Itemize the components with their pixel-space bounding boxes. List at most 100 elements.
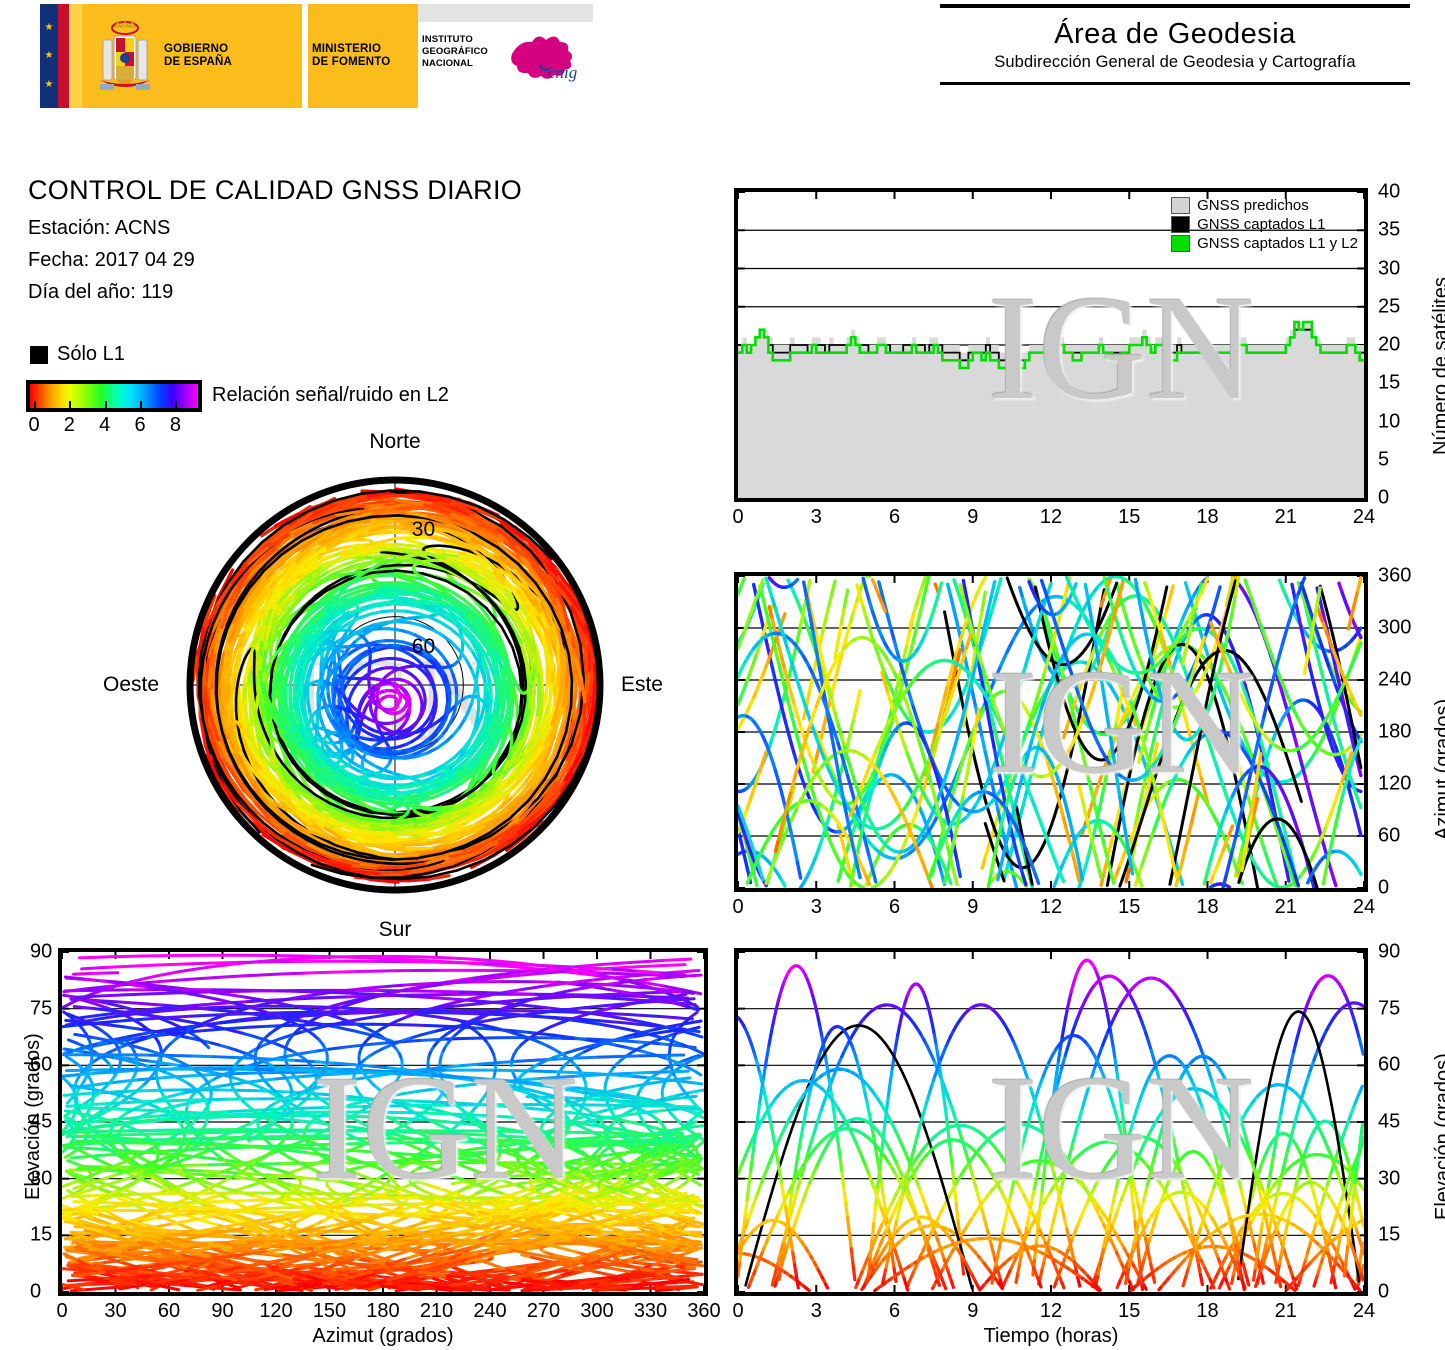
- axis-tick-label-x: 210: [419, 1300, 454, 1322]
- colorbar-gradient: [30, 384, 198, 408]
- ministerio-label-line2: DE FOMENTO: [312, 56, 391, 68]
- skyplot-label-south: Sur: [378, 918, 412, 941]
- colorbar-tick-label: 8: [169, 414, 182, 436]
- colorbar-ticks: [30, 401, 198, 408]
- page-subtitle: Subdirección General de Geodesia y Carto…: [994, 53, 1356, 71]
- axis-tick-label-y: 15: [1378, 371, 1401, 394]
- gobierno-de-espana-logo: GOBIERNO DE ESPAÑA: [82, 4, 302, 108]
- axis-tick-label-x: 21: [1274, 506, 1297, 528]
- date-line: Fecha: 2017 04 29: [28, 249, 195, 271]
- axis-tick-label-y: 45: [30, 1110, 53, 1133]
- elevation-time-x-title: Tiempo (horas): [983, 1325, 1119, 1347]
- colorbar-tick: [140, 401, 143, 408]
- axis-tick-label-x: 18: [1196, 1300, 1219, 1322]
- axis-tick-label-y: 75: [30, 997, 53, 1020]
- axis-tick-label-y: 0: [1378, 1280, 1390, 1303]
- skyplot: Norte Sur Este Oeste 30 60 IGN: [103, 430, 663, 941]
- axis-tick-label-y: 10: [1378, 410, 1401, 432]
- colorbar-tick-label: 4: [99, 414, 111, 436]
- report-heading: CONTROL DE CALIDAD GNSS DIARIO: [28, 175, 523, 205]
- axis-tick-label-y: 30: [1378, 257, 1401, 279]
- legend-row-predicted: GNSS predichos: [1171, 196, 1358, 215]
- flag-yellow-stripe: [69, 4, 82, 108]
- axis-tick-label-x: 60: [157, 1300, 181, 1322]
- ministerio-de-fomento-logo: MINISTERIO DE FOMENTO: [308, 4, 418, 108]
- flag-red-stripe: [58, 4, 69, 108]
- axis-tick-label-y: 25: [1378, 295, 1401, 318]
- elevation-time-y-title: Elevación (grados): [1432, 1053, 1445, 1220]
- colorbar-tick: [34, 401, 36, 408]
- axis-tick-label-y: 60: [30, 1053, 53, 1076]
- azimuth-time-plot: IGN: [734, 572, 1368, 892]
- axis-tick-label-x: 0: [732, 896, 744, 918]
- skyplot-label-east: Este: [620, 673, 663, 696]
- axis-tick-label-x: 6: [888, 1300, 901, 1322]
- axis-tick-label-x: 15: [1118, 1300, 1141, 1322]
- satellite-count-plot: IGN GNSS predichos GNSS captados L1 GNSS…: [734, 188, 1368, 502]
- axis-tick-label-y: 90: [1378, 940, 1401, 963]
- skyplot-ring-label-30: 30: [411, 518, 436, 541]
- axis-tick-label-y: 60: [1378, 824, 1401, 847]
- axis-tick-label-y: 20: [1378, 333, 1401, 356]
- axis-tick-label-x: 360: [687, 1300, 721, 1322]
- axis-tick-label-x: 0: [732, 1300, 744, 1322]
- axis-tick-label-y: 15: [30, 1223, 53, 1246]
- colorbar-tick: [69, 401, 72, 408]
- page-title: Área de Geodesia: [1054, 18, 1296, 50]
- colorbar-tick-label: 6: [134, 414, 146, 436]
- legend-swatch-predicted: [1171, 197, 1191, 214]
- axis-tick-label-x: 9: [967, 896, 979, 918]
- axis-tick-label-y: 60: [1378, 1053, 1401, 1076]
- axis-tick-label-y: 30: [1378, 1167, 1401, 1190]
- legend-label-predicted: GNSS predichos: [1197, 197, 1309, 214]
- gobierno-label-line1: GOBIERNO: [164, 42, 229, 55]
- axis-tick-label-y: 5: [1378, 448, 1390, 471]
- colorbar-tick-labels: 0 2 4 6 8: [26, 414, 206, 440]
- axis-tick-label-y: 40: [1378, 180, 1401, 203]
- eu-flag-block: [40, 4, 58, 108]
- gobierno-label-line2: DE ESPAÑA: [164, 56, 233, 68]
- axis-tick-label-x: 6: [888, 896, 901, 918]
- legend-row-l1: GNSS captados L1: [1171, 215, 1358, 234]
- axis-tick-label-x: 3: [810, 896, 822, 918]
- axis-tick-label-x: 90: [211, 1300, 234, 1322]
- axis-tick-label-x: 12: [1039, 506, 1063, 528]
- axis-tick-label-x: 180: [366, 1300, 400, 1322]
- axis-tick-label-x: 15: [1118, 896, 1141, 918]
- colorbar-tick-label: 0: [28, 414, 40, 436]
- axis-tick-label-x: 24: [1352, 506, 1376, 528]
- axis-tick-label-x: 9: [967, 506, 979, 528]
- elevation-time-plot: IGN: [734, 948, 1368, 1296]
- axis-tick-label-x: 24: [1352, 896, 1376, 918]
- axis-tick-label-x: 30: [104, 1300, 127, 1322]
- axis-tick-label-y: 90: [30, 940, 53, 963]
- axis-tick-label-y: 30: [30, 1167, 53, 1190]
- azimuth-time-canvas: [738, 576, 1364, 888]
- axis-tick-label-x: 270: [526, 1300, 561, 1322]
- ign-label-line3: NACIONAL: [422, 57, 473, 69]
- report-info: CONTROL DE CALIDAD GNSS DIARIO Estación:…: [28, 175, 588, 313]
- ministerio-label-line1: MINISTERIO: [312, 42, 382, 55]
- ign-label-line1: INSTITUTO: [422, 34, 473, 45]
- day-of-year-line: Día del año: 119: [28, 281, 174, 303]
- skyplot-label-west: Oeste: [103, 673, 160, 696]
- title-block: Área de Geodesia Subdirección General de…: [940, 4, 1410, 85]
- elevation-azimuth-canvas: [62, 952, 704, 1292]
- axis-tick-label-x: 240: [473, 1300, 507, 1322]
- axis-tick-label-x: 21: [1274, 1300, 1297, 1322]
- ign-cnig-logo: INSTITUTO GEOGRÁFICO NACIONAL cnig: [418, 4, 593, 108]
- axis-tick-label-x: 0: [732, 506, 744, 528]
- axis-tick-label-y: 120: [1378, 772, 1412, 795]
- elevation-azimuth-x-title: Azimut (grados): [312, 1325, 454, 1347]
- legend-only-l1: Sólo L1: [30, 343, 125, 366]
- axis-tick-label-x: 3: [810, 1300, 822, 1322]
- legend-label-l1: GNSS captados L1: [1197, 216, 1326, 233]
- government-logo-bar: ★ ★ ★ GOBIERNO DE ESPAÑA MINISTERIO DE: [40, 4, 593, 108]
- satellite-count-y-title: Número de satélites: [1430, 277, 1445, 455]
- axis-tick-label-y: 15: [1378, 1223, 1401, 1246]
- axis-tick-label-y: 360: [1378, 564, 1412, 587]
- axis-tick-label-x: 21: [1274, 896, 1297, 918]
- legend-swatch-l1l2: [1171, 235, 1191, 252]
- elevation-time-canvas: [738, 952, 1364, 1292]
- legend-label-l1l2: GNSS captados L1 y L2: [1197, 235, 1358, 252]
